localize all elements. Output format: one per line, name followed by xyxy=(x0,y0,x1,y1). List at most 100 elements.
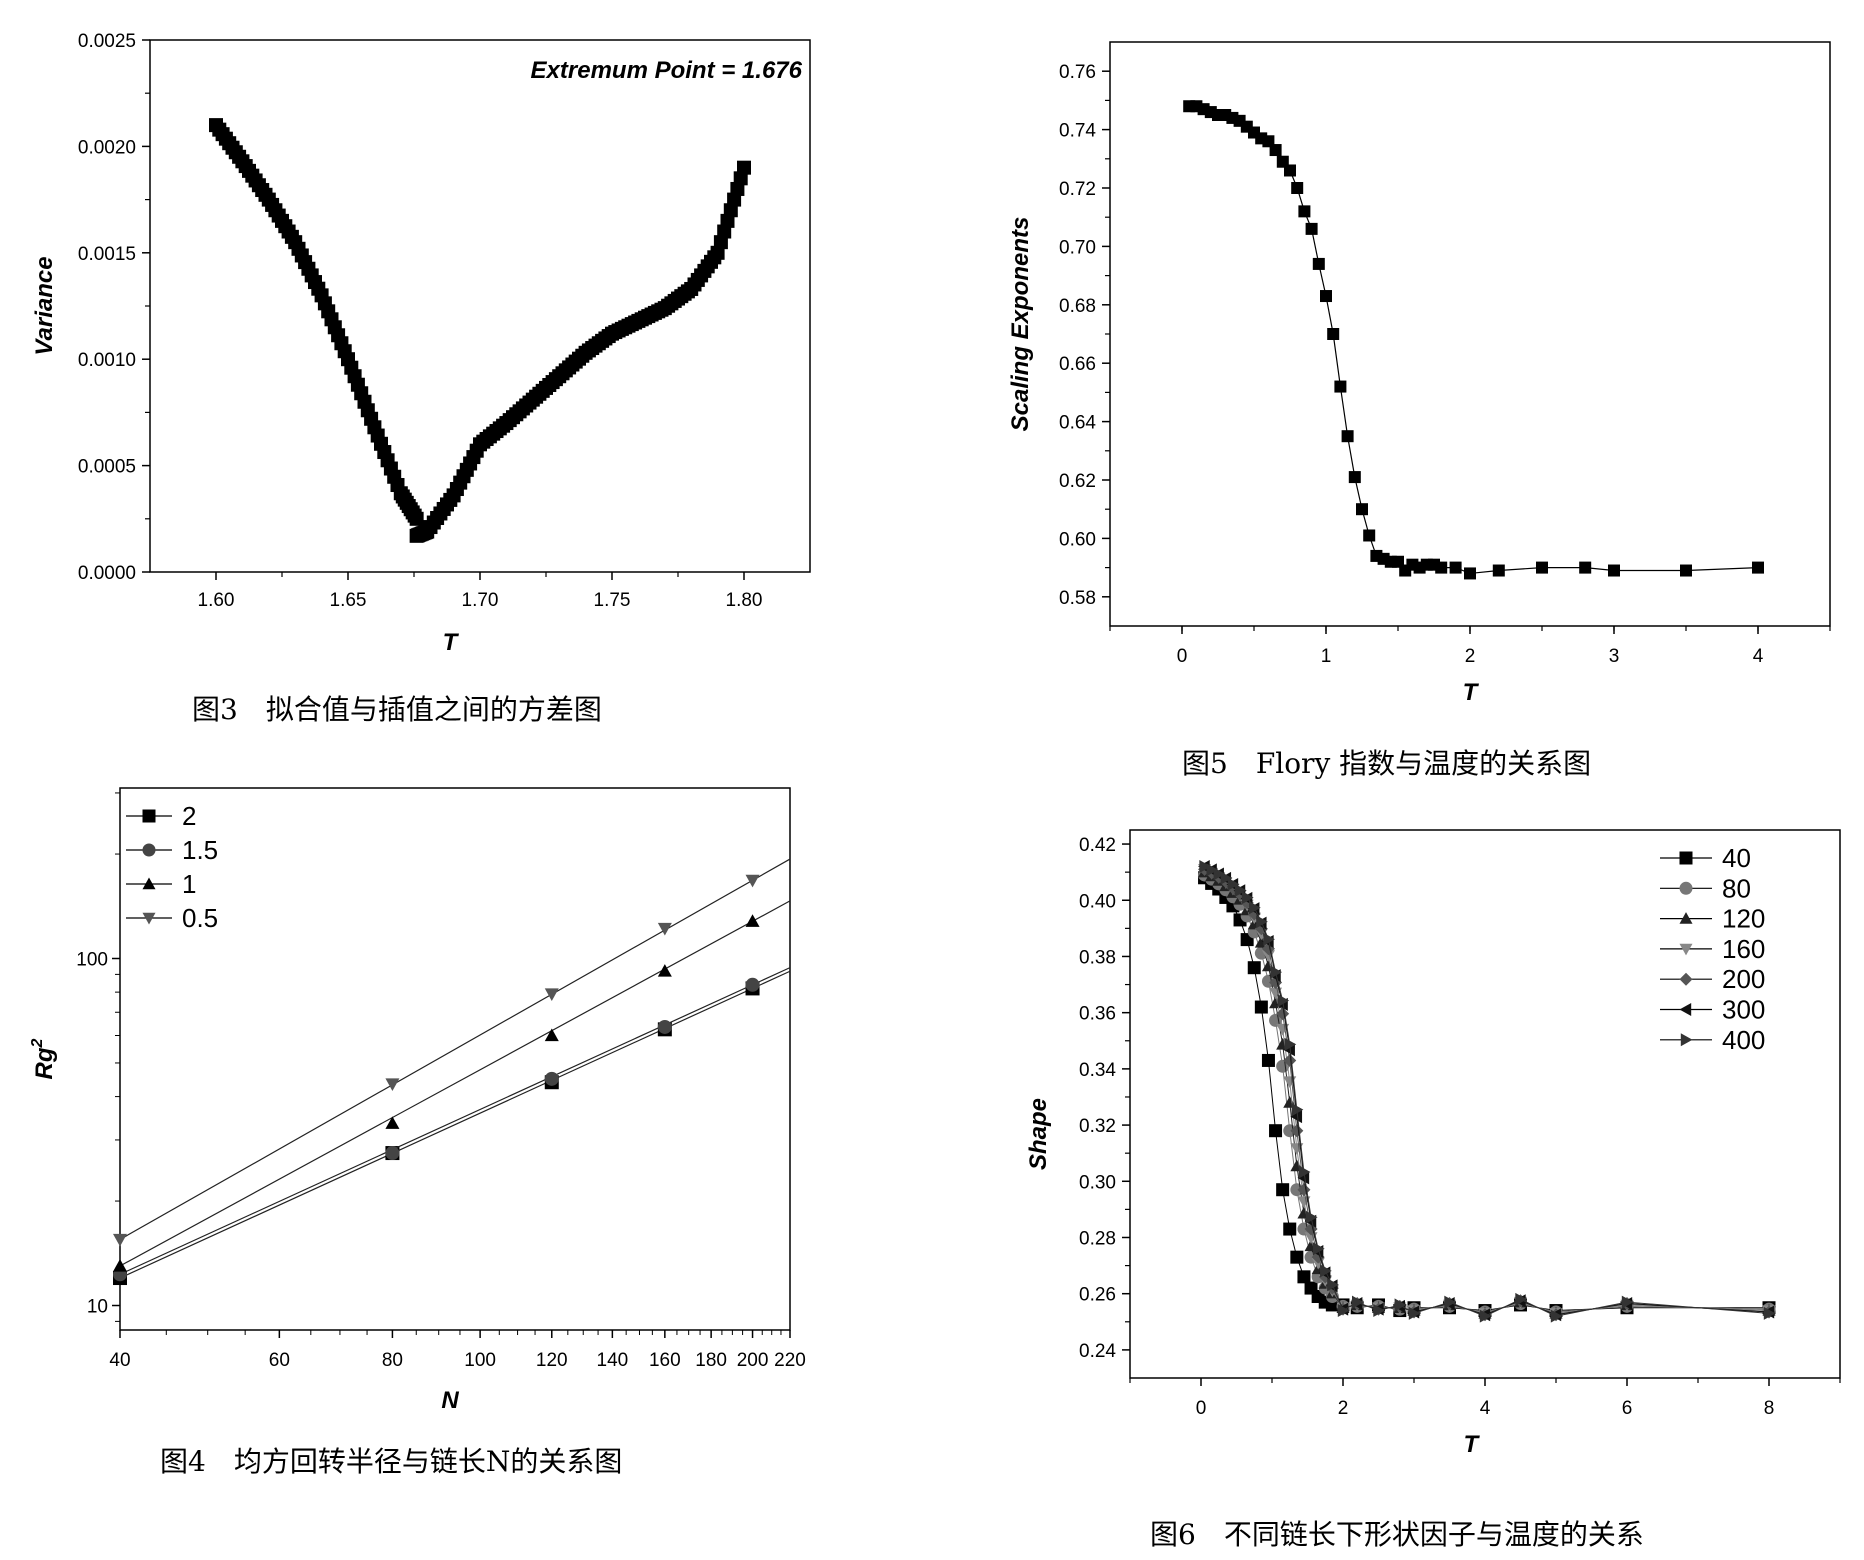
fig6-data-point xyxy=(1249,901,1261,915)
fig4-x-tick-label: 120 xyxy=(536,1350,568,1371)
fig4-x-tick-label: 220 xyxy=(774,1350,806,1371)
fig6-series-40 xyxy=(1198,871,1776,1318)
fig4-data-point xyxy=(657,964,672,977)
fig3-data-point xyxy=(710,245,725,260)
fig6-y-tick-label: 0.34 xyxy=(1079,1060,1116,1081)
fig6-legend-label: 40 xyxy=(1722,843,1751,873)
fig4-data-point xyxy=(657,922,672,936)
fig6-legend-label: 300 xyxy=(1722,995,1765,1025)
fig6-legend-label: 400 xyxy=(1722,1025,1765,1055)
fig6-legend-marker xyxy=(1679,912,1693,924)
fig3-x-tick-label: 1.80 xyxy=(726,590,763,611)
fig4-legend-label: 1.5 xyxy=(182,835,218,865)
fig6-data-point xyxy=(1283,1222,1297,1236)
fig6-data-point xyxy=(1327,1278,1339,1292)
fig6-data-point xyxy=(1337,1304,1350,1318)
fig4-data-point xyxy=(385,1078,400,1091)
figure-3: 1.60 1.65 1.70 1.75 1.80 0.0000 0.0005 0.0010 0.… xyxy=(0,0,820,760)
fig4-chart: 40 60 80 100 120 140 160 180 200 22010100NRg221.5… xyxy=(29,787,806,1414)
fig5-plot-frame xyxy=(1109,41,1831,627)
fig4-caption: 图4 均方回转半径与链长N的关系图 xyxy=(160,1445,623,1478)
fig4-y-tick-label: 100 xyxy=(76,950,108,971)
fig6-y-tick-label: 0.26 xyxy=(1079,1285,1116,1306)
fig4-series-2 xyxy=(113,970,791,1286)
fig4-data-point xyxy=(657,1019,672,1034)
fig3-curve-marker xyxy=(723,203,738,218)
fig6-series-160 xyxy=(1198,864,1776,1320)
fig6-data-point xyxy=(1408,1306,1421,1320)
fig3-curve-marker xyxy=(717,224,732,239)
fig6-chart: 0 2 4 6 8 0.24 0.26 0.28 0.30 0.32 0.34 0.36 0.38 0.4… xyxy=(1025,829,1841,1458)
fig4-y-tick-label: 10 xyxy=(87,1297,108,1318)
fig3-data-point xyxy=(737,160,751,175)
fig6-legend-marker xyxy=(1679,881,1693,895)
fig5-data-point xyxy=(1291,182,1304,194)
fig6-data-point xyxy=(1304,1222,1318,1236)
fig4-y-axis-title: Rg2 xyxy=(29,1038,58,1079)
fig5-x-tick-label: 0 xyxy=(1177,646,1188,667)
fig4-data-point xyxy=(113,1258,127,1272)
fig3-x-tick-label: 1.60 xyxy=(198,590,235,611)
fig4-data-point xyxy=(385,1116,400,1129)
fig5-data-point xyxy=(1752,561,1764,574)
fig6-legend-label: 80 xyxy=(1722,873,1751,903)
fig5-x-axis-title: T xyxy=(1463,679,1480,706)
fig4-legend-marker xyxy=(142,912,156,925)
fig6-data-point xyxy=(1276,1007,1290,1021)
fig6-data-point xyxy=(1277,994,1290,1008)
fig4-data-point xyxy=(745,874,760,888)
fig3-y-tick-label: 0.0010 xyxy=(78,350,136,371)
fig3-data-point xyxy=(409,511,424,526)
fig6-x-tick-label: 0 xyxy=(1196,1398,1207,1419)
fig4-x-tick-label: 80 xyxy=(382,1350,403,1371)
fig4-data-point xyxy=(745,914,760,927)
fig5-data-point xyxy=(1464,567,1476,580)
fig6-y-tick-label: 0.36 xyxy=(1079,1004,1116,1025)
fig4-x-tick-label: 140 xyxy=(597,1350,629,1371)
fig4-series-1 xyxy=(113,900,791,1272)
fig5-data-point xyxy=(1363,529,1376,542)
fig6-data-point xyxy=(1479,1309,1492,1323)
fig3-x-tick-label: 1.70 xyxy=(462,590,499,611)
fig5-data-point xyxy=(1320,290,1332,303)
fig5-chart: 0 1 2 3 4 0.58 0.60 0.62 0.64 0.66 0.68 0.70 0.72 0.7… xyxy=(1007,41,1831,706)
fig5-data-point xyxy=(1680,564,1692,577)
fig3-plot-frame xyxy=(149,39,811,573)
fig6-data-point xyxy=(1284,1037,1297,1051)
fig5-data-point xyxy=(1334,380,1347,393)
fig6-data-point xyxy=(1305,1210,1318,1224)
fig6-x-tick-label: 8 xyxy=(1764,1398,1775,1419)
fig6-data-point xyxy=(1373,1304,1385,1318)
fig5-markers xyxy=(1183,100,1764,580)
fig6-series-200 xyxy=(1198,862,1776,1322)
fig6-data-point xyxy=(1227,877,1240,891)
fig6-y-axis-title: Shape xyxy=(1025,1098,1052,1170)
fig4-plot-frame xyxy=(119,787,791,1331)
fig5-y-tick-label: 0.74 xyxy=(1059,121,1096,142)
fig3-y-tick-label: 0.0005 xyxy=(78,457,136,478)
fig6-y-tick-label: 0.24 xyxy=(1079,1341,1116,1362)
fig6-series-120 xyxy=(1198,865,1776,1319)
fig4-data-point xyxy=(385,1146,400,1161)
fig5-data-point xyxy=(1608,564,1620,577)
fig5-data-point xyxy=(1240,120,1253,133)
fig5-data-point xyxy=(1305,222,1318,235)
fig6-y-tick-label: 0.32 xyxy=(1079,1116,1116,1137)
fig5-caption: 图5 Flory 指数与温度的关系图 xyxy=(1182,747,1592,780)
fig4-x-tick-label: 100 xyxy=(464,1350,496,1371)
fig5-data-point xyxy=(1269,144,1282,157)
fig4-y-axis-title-base: Rg xyxy=(31,1047,58,1079)
fig3-series xyxy=(409,160,751,543)
fig3-curve-marker xyxy=(733,171,748,186)
fig5-data-point xyxy=(1536,561,1548,574)
fig4-series-0-5 xyxy=(113,858,791,1247)
fig6-series-400 xyxy=(1199,860,1776,1323)
fig6-data-point xyxy=(1247,961,1261,975)
fig6-data-point xyxy=(1352,1295,1364,1309)
fig5-data-point xyxy=(1341,430,1354,443)
fig6-data-point xyxy=(1256,915,1268,929)
fig6-data-point xyxy=(1290,1110,1303,1124)
fig6-data-point xyxy=(1621,1295,1634,1309)
fig6-legend-marker xyxy=(1679,1003,1692,1016)
fig6-series-300 xyxy=(1198,860,1775,1322)
